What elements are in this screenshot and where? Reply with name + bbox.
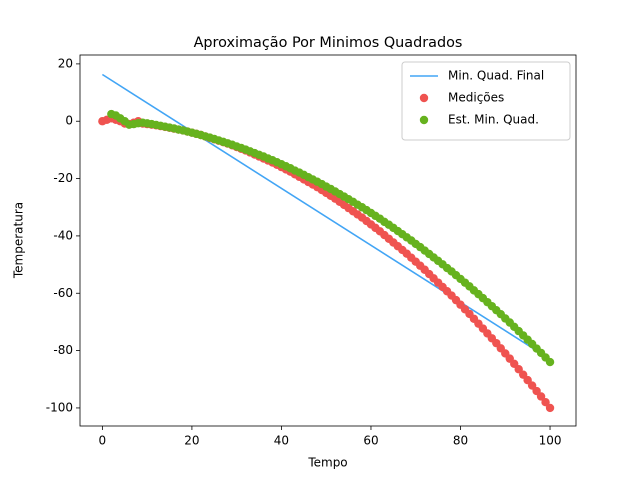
y-axis-label: Temperatura bbox=[12, 202, 26, 279]
x-tick-label: 80 bbox=[453, 434, 468, 448]
x-tick-label: 40 bbox=[274, 434, 289, 448]
x-tick-label: 0 bbox=[99, 434, 107, 448]
y-tick-label: -40 bbox=[53, 228, 73, 242]
data-point bbox=[541, 398, 550, 407]
legend-box bbox=[401, 61, 571, 141]
legend-swatch bbox=[419, 93, 429, 103]
plot-area bbox=[98, 73, 555, 413]
x-axis-label: Tempo bbox=[307, 456, 347, 470]
x-tick-label: 20 bbox=[184, 434, 199, 448]
y-tick-label: 0 bbox=[65, 114, 73, 128]
x-tick-label: 60 bbox=[363, 434, 378, 448]
legend: Min. Quad. Final Medições Est. Min. Quad. bbox=[401, 61, 571, 141]
legend-label: Est. Min. Quad. bbox=[448, 113, 539, 127]
chart-title: Aproximação Por Minimos Quadrados bbox=[194, 35, 463, 51]
x-tick-label: 100 bbox=[539, 434, 562, 448]
y-tick-label: -80 bbox=[53, 343, 73, 357]
y-tick-label: -60 bbox=[53, 286, 73, 300]
y-tick-label: -20 bbox=[53, 171, 73, 185]
data-point bbox=[545, 403, 555, 413]
data-point bbox=[545, 357, 555, 367]
legend-swatch bbox=[419, 115, 429, 125]
data-line bbox=[101, 73, 551, 360]
legend-label: Min. Quad. Final bbox=[448, 69, 544, 83]
axes-frame bbox=[79, 54, 577, 427]
y-tick-label: -100 bbox=[46, 400, 73, 414]
y-tick-label: 20 bbox=[58, 56, 73, 70]
data-point bbox=[536, 392, 546, 401]
legend-label: Medições bbox=[448, 91, 504, 105]
